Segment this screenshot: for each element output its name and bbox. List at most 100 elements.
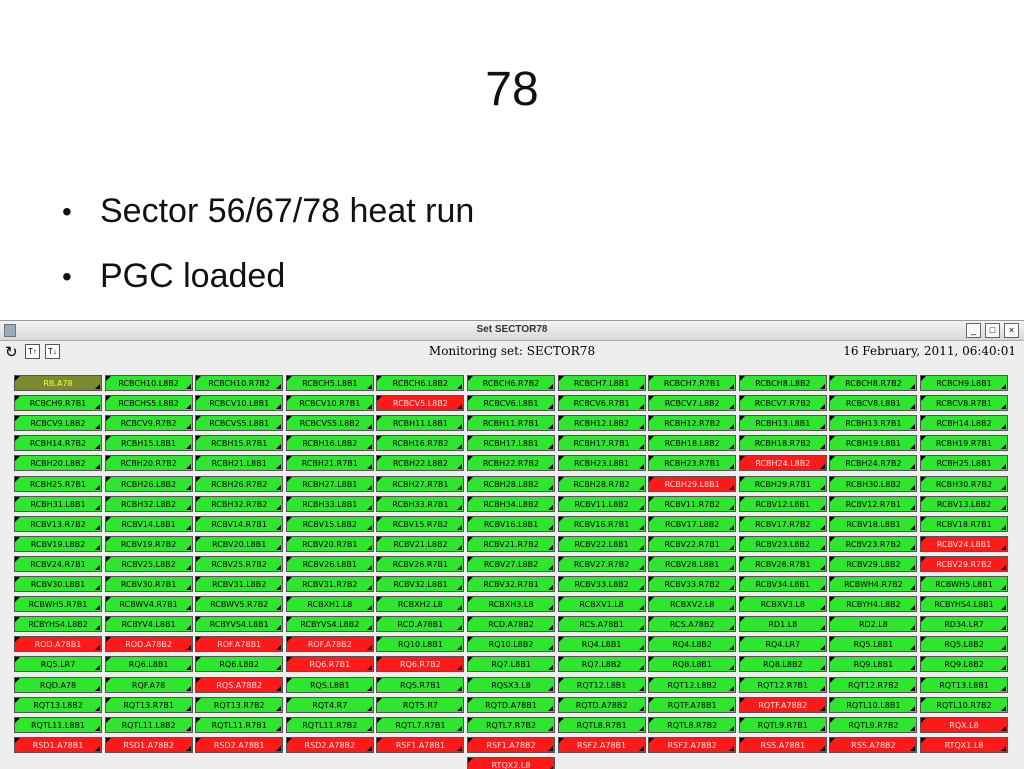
- status-cell[interactable]: RCBH27.R7B1: [376, 475, 465, 492]
- status-cell[interactable]: RCBV26.L8B1: [285, 555, 374, 572]
- status-cell[interactable]: RCBV13.L8B2: [920, 495, 1008, 512]
- status-cell[interactable]: RCBH19.L8B1: [829, 435, 918, 452]
- sort-down-button[interactable]: T↓: [45, 344, 60, 359]
- status-cell[interactable]: RCBH26.R7B2: [195, 475, 284, 492]
- status-cell[interactable]: RQTL8.R7B2: [648, 716, 737, 733]
- status-cell[interactable]: RTQX1.L8: [920, 736, 1008, 753]
- status-cell[interactable]: RCBH15.R7B1: [195, 435, 284, 452]
- status-cell[interactable]: RCBV24.L8B1: [920, 535, 1008, 552]
- status-cell[interactable]: RQTL11.R7B1: [195, 716, 284, 733]
- status-cell[interactable]: RCBH30.R7B2: [920, 475, 1008, 492]
- status-cell[interactable]: RCBV29.R7B2: [920, 555, 1008, 572]
- status-cell[interactable]: RQT13.R7B2: [195, 696, 284, 713]
- status-cell[interactable]: RQTL7.R7B1: [376, 716, 465, 733]
- status-cell[interactable]: RCBH21.L8B1: [195, 455, 284, 472]
- status-cell[interactable]: RCBV23.R7B2: [829, 535, 918, 552]
- status-cell[interactable]: RCBCV8.L8B1: [829, 395, 918, 412]
- maximize-button[interactable]: □: [985, 323, 1000, 338]
- status-cell[interactable]: RQTL11.L8B1: [14, 716, 102, 733]
- status-cell[interactable]: RCBXH2.L8: [376, 596, 465, 613]
- status-cell[interactable]: RCBV20.R7B1: [285, 535, 374, 552]
- status-cell[interactable]: RCBH22.R7B2: [467, 455, 555, 472]
- status-cell[interactable]: RCBH14.R7B2: [14, 435, 102, 452]
- status-cell[interactable]: RQT12.L8B1: [557, 676, 646, 693]
- status-cell[interactable]: RCBV12.R7B1: [829, 495, 918, 512]
- status-cell[interactable]: RCBCH10.L8B2: [104, 375, 193, 391]
- status-cell[interactable]: RD34.LR7: [920, 616, 1008, 633]
- status-cell[interactable]: RCBCV7.R7B2: [738, 395, 827, 412]
- status-cell[interactable]: RQ7.L8B2: [557, 656, 646, 673]
- status-cell[interactable]: RCBV27.R7B2: [557, 555, 646, 572]
- status-cell[interactable]: RCBH19.R7B1: [920, 435, 1008, 452]
- status-cell[interactable]: RCBV20.L8B1: [195, 535, 284, 552]
- status-cell[interactable]: RCBV25.L8B2: [104, 555, 193, 572]
- status-cell[interactable]: RCBH29.L8B1: [648, 475, 737, 492]
- status-cell[interactable]: RCBV33.L8B2: [557, 576, 646, 592]
- status-cell[interactable]: RQ9.L8B1: [829, 656, 918, 673]
- status-cell[interactable]: RCBCV6.R7B1: [557, 395, 646, 412]
- status-cell[interactable]: RQT5.R7: [376, 696, 465, 713]
- status-cell[interactable]: RCBV24.R7B1: [14, 555, 102, 572]
- status-cell[interactable]: ROD.A78B1: [14, 636, 102, 653]
- status-cell[interactable]: RSD1.A78B1: [14, 736, 102, 753]
- status-cell[interactable]: RSD2.A78B2: [285, 736, 374, 753]
- status-cell[interactable]: RCBH25.R7B1: [14, 475, 102, 492]
- status-cell[interactable]: RQ5.LR7: [14, 656, 102, 673]
- status-cell[interactable]: RCBH23.R7B1: [648, 455, 737, 472]
- status-cell[interactable]: RCBCV10.R7B1: [285, 395, 374, 412]
- status-cell[interactable]: RCBH16.L8B2: [285, 435, 374, 452]
- status-cell[interactable]: RQT12.L8B2: [648, 676, 737, 693]
- status-cell[interactable]: RCBV13.R7B2: [14, 515, 102, 532]
- status-cell[interactable]: RCBH20.R7B2: [104, 455, 193, 472]
- status-cell[interactable]: RCBV17.L8B2: [648, 515, 737, 532]
- status-cell[interactable]: RCBYH4.L8B2: [829, 596, 918, 613]
- status-cell[interactable]: RCBH20.L8B2: [14, 455, 102, 472]
- status-cell[interactable]: RCBCH6.L8B2: [376, 375, 465, 391]
- status-cell[interactable]: RQT12.R7B2: [829, 676, 918, 693]
- status-cell[interactable]: RCBWH4.R7B2: [829, 576, 918, 592]
- status-cell[interactable]: RQF.A78: [104, 676, 193, 693]
- status-cell[interactable]: RCBCV9.R7B2: [104, 415, 193, 432]
- status-cell[interactable]: RCBV30.R7B1: [104, 576, 193, 592]
- status-cell[interactable]: RCBV16.R7B1: [557, 515, 646, 532]
- status-cell[interactable]: RCBCH5.L8B1: [285, 375, 374, 391]
- status-cell[interactable]: RCBYVS4.L8B1: [195, 616, 284, 633]
- status-cell[interactable]: RQTD.A78B2: [557, 696, 646, 713]
- status-cell[interactable]: RCBH29.R7B1: [738, 475, 827, 492]
- status-cell[interactable]: RCBCH9.L8B1: [920, 375, 1008, 391]
- status-cell[interactable]: RCBCH7.L8B1: [557, 375, 646, 391]
- status-cell[interactable]: RCD.A78B1: [376, 616, 465, 633]
- status-cell[interactable]: RCBH31.L8B1: [14, 495, 102, 512]
- status-cell[interactable]: RSD1.A78B2: [104, 736, 193, 753]
- status-cell[interactable]: RCBCVS5.L8B1: [195, 415, 284, 432]
- status-cell[interactable]: RQ5.L8B1: [829, 636, 918, 653]
- status-cell[interactable]: RCBH12.L8B2: [557, 415, 646, 432]
- status-cell[interactable]: RCBV33.R7B2: [648, 576, 737, 592]
- status-cell[interactable]: RQT13.L8B1: [920, 676, 1008, 693]
- status-cell[interactable]: RCBV14.L8B1: [104, 515, 193, 532]
- status-cell[interactable]: RQ6.L8B1: [104, 656, 193, 673]
- status-cell[interactable]: RCBH17.L8B1: [467, 435, 555, 452]
- status-cell[interactable]: RQTD.A78B1: [467, 696, 555, 713]
- status-cell[interactable]: RCBV31.R7B2: [285, 576, 374, 592]
- status-cell[interactable]: RSF2.A78B1: [557, 736, 646, 753]
- status-cell[interactable]: RCBV25.R7B2: [195, 555, 284, 572]
- status-cell[interactable]: RCBCH8.L8B2: [738, 375, 827, 391]
- status-cell[interactable]: RQ6.L8B2: [195, 656, 284, 673]
- status-cell[interactable]: RCBV23.L8B2: [738, 535, 827, 552]
- status-cell[interactable]: RCBWV4.R7B1: [104, 596, 193, 613]
- status-cell[interactable]: RQ7.L8B1: [467, 656, 555, 673]
- status-cell[interactable]: RSF2.A78B2: [648, 736, 737, 753]
- status-cell[interactable]: RCBH18.R7B2: [738, 435, 827, 452]
- status-cell[interactable]: RCBCH9.R7B1: [14, 395, 102, 412]
- status-cell[interactable]: RQ8.L8B1: [648, 656, 737, 673]
- status-cell[interactable]: RCBH34.L8B2: [467, 495, 555, 512]
- status-cell[interactable]: RQ6.R7B1: [285, 656, 374, 673]
- status-cell[interactable]: RQ4.L8B2: [648, 636, 737, 653]
- status-cell[interactable]: RCBCV8.R7B1: [920, 395, 1008, 412]
- sort-up-button[interactable]: T↑: [25, 344, 40, 359]
- status-cell[interactable]: RB.A78: [14, 375, 102, 391]
- status-cell[interactable]: RCS.A78B1: [557, 616, 646, 633]
- status-cell[interactable]: RCBV32.L8B1: [376, 576, 465, 592]
- status-cell[interactable]: RCBV14.R7B1: [195, 515, 284, 532]
